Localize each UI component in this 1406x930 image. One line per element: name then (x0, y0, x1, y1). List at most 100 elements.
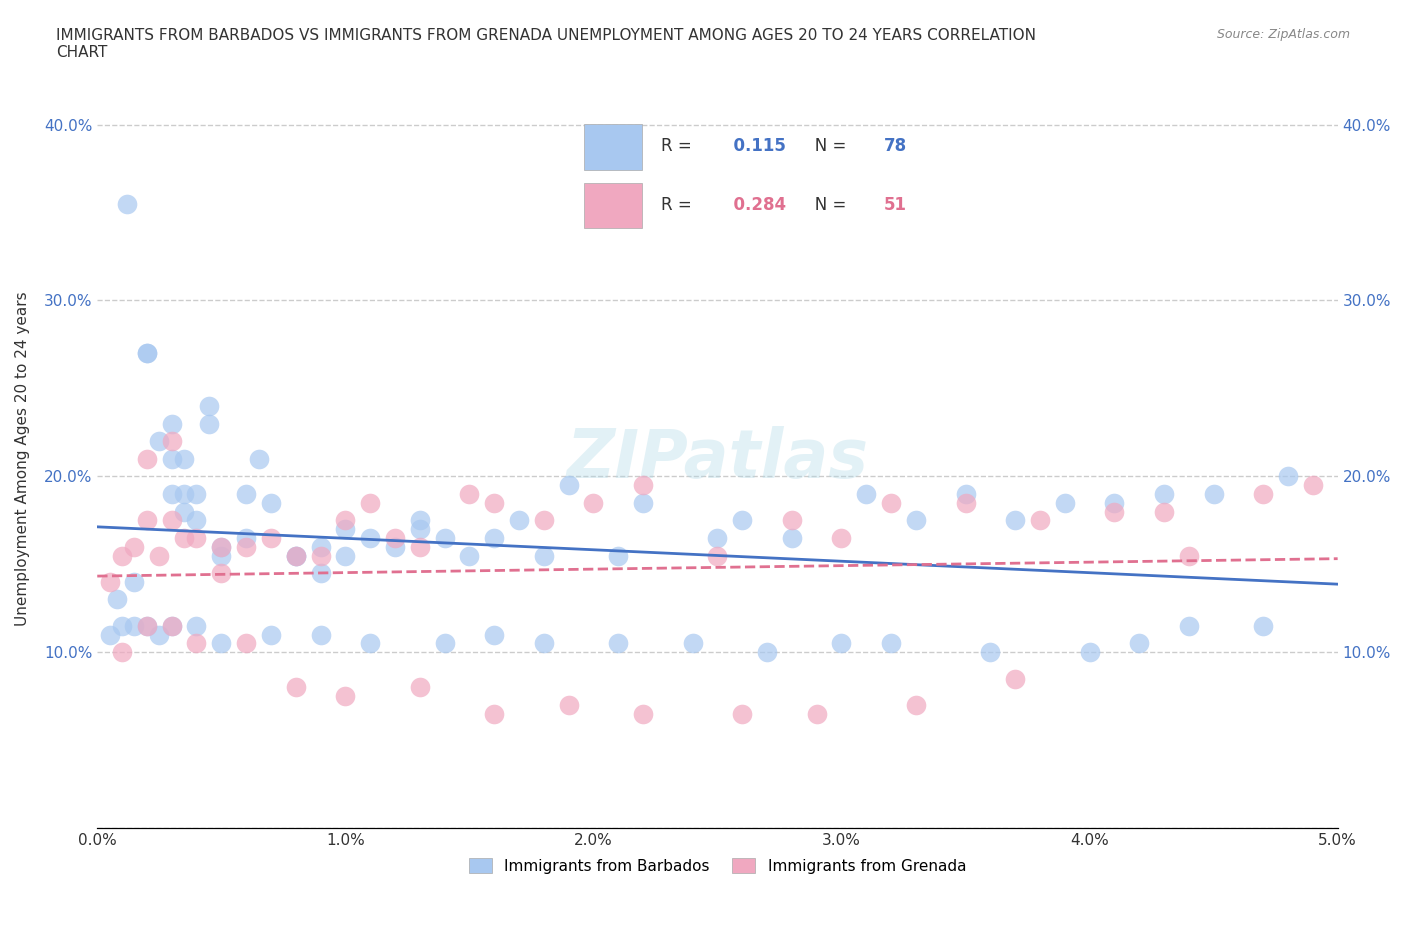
Point (830, 636, 852, 651)
Point (186, 513, 208, 528)
Legend: Immigrants from Barbados, Immigrants from Grenada: Immigrants from Barbados, Immigrants fro… (463, 851, 972, 880)
Point (135, 618, 157, 633)
Point (111, 644, 134, 659)
Point (631, 707, 654, 722)
Point (482, 707, 505, 722)
Point (160, 513, 183, 528)
Text: Source: ZipAtlas.com: Source: ZipAtlas.com (1216, 28, 1350, 41)
Point (111, 548, 134, 563)
Point (209, 548, 232, 563)
Point (359, 636, 381, 651)
Point (98, 575, 121, 590)
Point (235, 530, 257, 545)
Point (135, 618, 157, 633)
Point (409, 513, 432, 528)
Point (186, 486, 208, 501)
Point (533, 513, 555, 528)
Point (335, 548, 357, 563)
Point (631, 478, 654, 493)
Point (235, 486, 257, 501)
Point (111, 618, 134, 633)
Point (706, 530, 728, 545)
Point (235, 636, 257, 651)
Point (955, 486, 977, 501)
Point (309, 627, 332, 642)
Point (186, 618, 208, 633)
Point (209, 565, 232, 580)
Point (335, 513, 357, 528)
Point (384, 530, 406, 545)
Point (260, 530, 283, 545)
Point (482, 627, 505, 642)
Point (1178, 618, 1201, 633)
Point (135, 451, 157, 466)
Point (247, 451, 270, 466)
Y-axis label: Unemployment Among Ages 20 to 24 years: Unemployment Among Ages 20 to 24 years (15, 291, 30, 626)
Point (904, 698, 927, 712)
Point (731, 513, 754, 528)
Point (1053, 496, 1076, 511)
Point (557, 698, 579, 712)
Point (160, 451, 183, 466)
Point (105, 592, 128, 607)
Point (433, 636, 456, 651)
Point (135, 513, 157, 528)
Point (260, 627, 283, 642)
Point (173, 451, 195, 466)
Text: IMMIGRANTS FROM BARBADOS VS IMMIGRANTS FROM GRENADA UNEMPLOYMENT AMONG AGES 20 T: IMMIGRANTS FROM BARBADOS VS IMMIGRANTS F… (56, 28, 1036, 60)
Point (124, 575, 146, 590)
Point (198, 416, 221, 431)
Point (1004, 671, 1026, 686)
Point (186, 530, 208, 545)
Point (780, 530, 803, 545)
Point (160, 486, 183, 501)
Point (284, 548, 307, 563)
Point (160, 618, 183, 633)
Point (209, 539, 232, 554)
Point (309, 565, 332, 580)
Point (124, 539, 146, 554)
Point (433, 530, 456, 545)
Point (409, 680, 432, 695)
Point (855, 486, 877, 501)
Point (173, 504, 195, 519)
Point (631, 496, 654, 511)
Point (1153, 504, 1175, 519)
Point (1029, 513, 1052, 528)
Point (1251, 486, 1274, 501)
Point (557, 478, 579, 493)
Point (1251, 618, 1274, 633)
Point (1104, 504, 1126, 519)
Point (979, 644, 1001, 659)
Point (1128, 636, 1150, 651)
Point (533, 636, 555, 651)
Point (284, 548, 307, 563)
Point (1104, 496, 1126, 511)
Point (359, 530, 381, 545)
Point (756, 644, 779, 659)
Point (359, 496, 381, 511)
Point (880, 496, 903, 511)
Point (1302, 478, 1324, 493)
Point (148, 433, 170, 448)
Point (198, 399, 221, 414)
Point (458, 548, 481, 563)
Point (409, 539, 432, 554)
Point (98, 627, 121, 642)
Point (235, 539, 257, 554)
Point (582, 496, 605, 511)
Point (284, 548, 307, 563)
Point (706, 548, 728, 563)
Text: ZIPatlas: ZIPatlas (567, 426, 869, 492)
Point (731, 707, 754, 722)
Point (115, 196, 138, 211)
Point (955, 496, 977, 511)
Point (806, 707, 828, 722)
Point (309, 539, 332, 554)
Point (260, 496, 283, 511)
Point (135, 346, 157, 361)
Point (160, 416, 183, 431)
Point (148, 548, 170, 563)
Point (607, 548, 630, 563)
Point (335, 522, 357, 537)
